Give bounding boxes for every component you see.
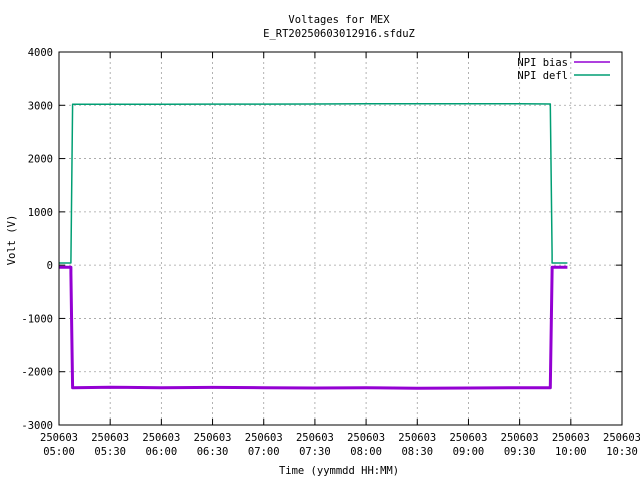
x-tick-date-label: 250603 <box>91 432 129 444</box>
x-tick-date-label: 250603 <box>142 432 180 444</box>
plot-area-frame <box>58 51 623 426</box>
y-tick-label: 3000 <box>28 100 53 112</box>
x-tick-time-label: 05:00 <box>43 446 75 458</box>
x-tick-date-label: 250603 <box>194 432 232 444</box>
y-tick-label: 2000 <box>28 154 53 166</box>
x-tick-time-label: 10:30 <box>606 446 638 458</box>
x-tick-time-label: 07:30 <box>299 446 331 458</box>
x-tick-time-label: 09:30 <box>504 446 536 458</box>
y-tick-label: 0 <box>47 260 53 272</box>
grid-lines <box>59 52 622 425</box>
y-tick-label: -2000 <box>21 367 53 379</box>
x-tick-time-label: 05:30 <box>94 446 126 458</box>
x-axis-label: Time (yymmdd HH:MM) <box>279 465 399 477</box>
y-axis-ticks: -3000 -2000 -1000 0 1000 2000 3000 4000 <box>21 47 622 432</box>
y-tick-label: -3000 <box>21 420 53 432</box>
y-axis-label: Volt (V) <box>6 215 18 266</box>
chart-title: Voltages for MEX <box>288 14 390 26</box>
chart-subtitle: E_RT20250603012916.sfduZ <box>263 28 415 40</box>
x-tick-time-label: 08:00 <box>350 446 382 458</box>
legend-label: NPI bias <box>517 57 568 69</box>
x-tick-time-label: 06:30 <box>197 446 229 458</box>
x-tick-date-label: 250603 <box>296 432 334 444</box>
x-tick-date-label: 250603 <box>603 432 640 444</box>
series-lines <box>59 102 568 390</box>
x-tick-date-label: 250603 <box>449 432 487 444</box>
legend-label: NPI defl <box>517 70 568 82</box>
x-tick-time-label: 07:00 <box>248 446 280 458</box>
x-tick-date-label: 250603 <box>40 432 78 444</box>
x-tick-date-label: 250603 <box>552 432 590 444</box>
x-tick-time-label: 10:00 <box>555 446 587 458</box>
series-line-npi-bias <box>59 265 568 390</box>
series-line-npi-defl <box>59 102 568 264</box>
x-tick-time-label: 06:00 <box>146 446 178 458</box>
y-tick-label: 4000 <box>28 47 53 59</box>
x-tick-date-label: 250603 <box>398 432 436 444</box>
x-tick-date-label: 250603 <box>245 432 283 444</box>
x-tick-time-label: 09:00 <box>453 446 485 458</box>
x-tick-time-label: 08:30 <box>401 446 433 458</box>
x-tick-date-label: 250603 <box>501 432 539 444</box>
x-axis-ticks: 250603 05:00 250603 05:30 250603 06:00 250603 0… <box>40 52 640 458</box>
x-tick-date-label: 250603 <box>347 432 385 444</box>
y-tick-label: -1000 <box>21 313 53 325</box>
y-tick-label: 1000 <box>28 207 53 219</box>
